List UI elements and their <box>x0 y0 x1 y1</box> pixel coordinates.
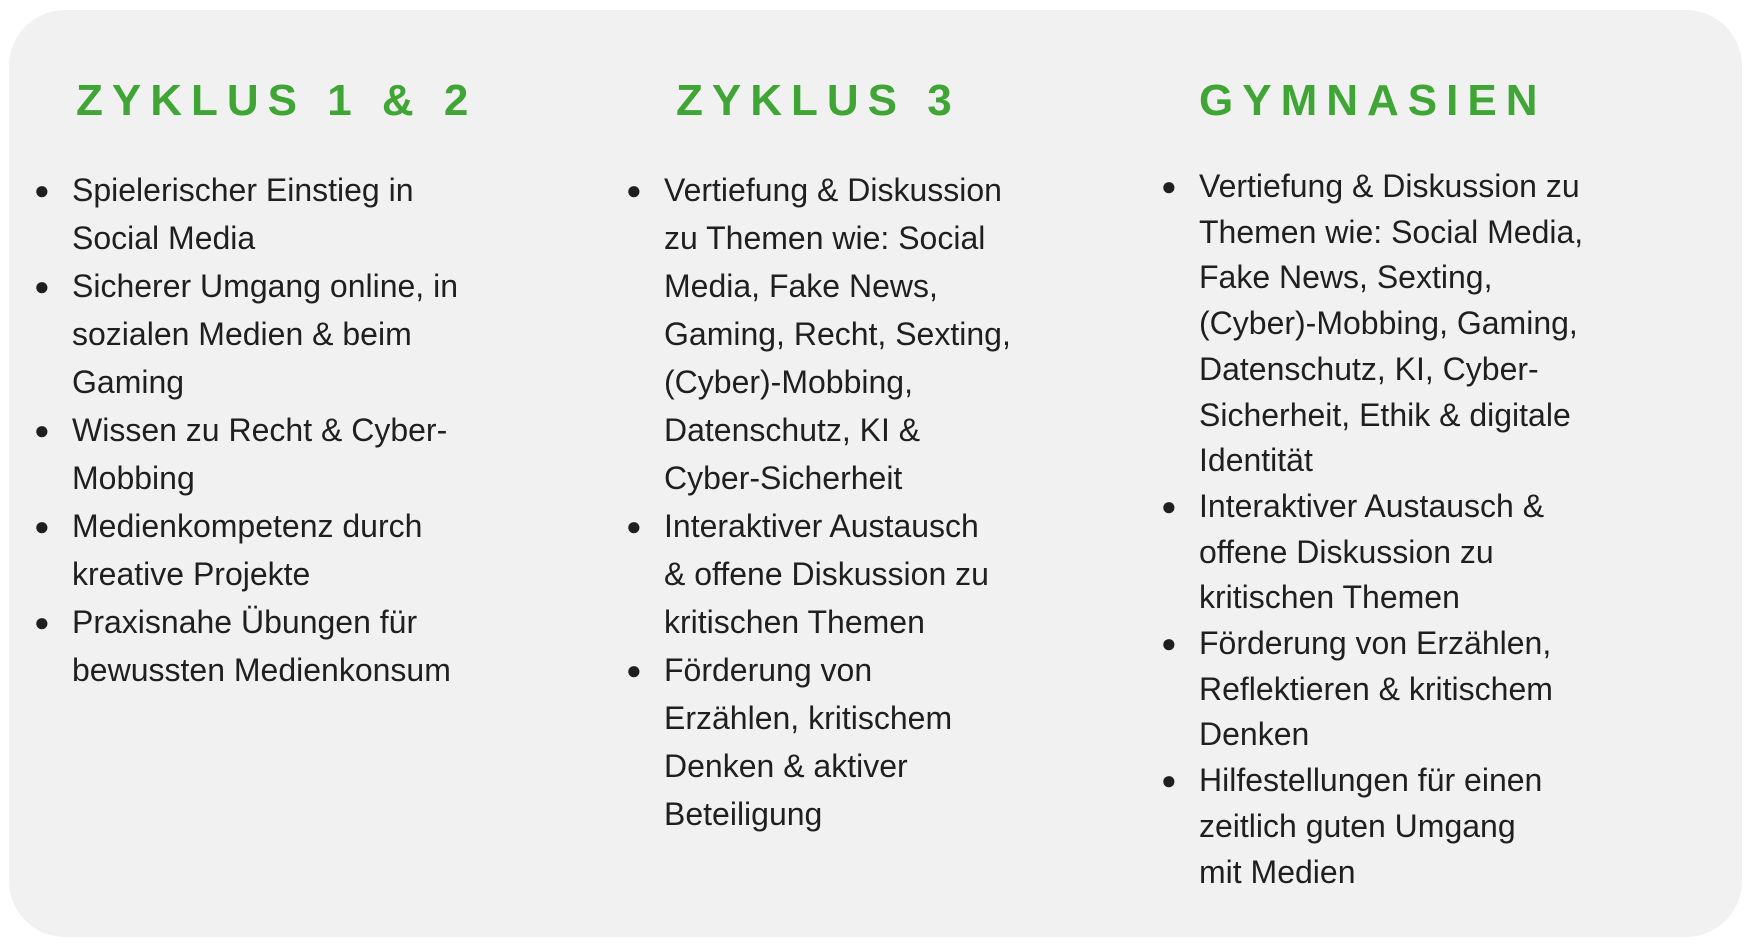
list-item: ● Vertiefung & Diskussion zu Themen wie: S… <box>626 166 1011 502</box>
list-item: ● Vertiefung & Diskussion zu Themen wie: S… <box>1161 164 1584 484</box>
list-item: ● Interaktiver Austausch & offene Diskussi… <box>626 502 1011 646</box>
list-item-line: Denken & aktiver <box>664 748 908 784</box>
list-item-line: Fake News, Sexting, <box>1199 259 1493 296</box>
bullet-icon: ● <box>1161 171 1177 201</box>
list-item-line: (Cyber)-Mobbing, <box>664 364 913 400</box>
bullet-icon: ● <box>626 655 642 685</box>
list-item-line: Förderung von Erzählen, <box>1199 625 1552 662</box>
list-item-line: kritischen Themen <box>1199 579 1460 616</box>
list-item-line: Förderung von <box>664 652 873 688</box>
list-item: ● Förderung von Erzählen, Reflektieren & k… <box>1161 621 1583 758</box>
bullet-icon: ● <box>34 175 50 205</box>
list-item-line: bewussten Medienkonsum <box>72 652 451 688</box>
list-item-line: Identität <box>1199 442 1313 479</box>
bullet-icon: ● <box>34 511 50 541</box>
list-item-line: Gaming <box>72 364 185 400</box>
list-item-line: Medienkompetenz durch <box>72 508 423 544</box>
list-item: ● Wissen zu Recht & Cyber- Mobbing <box>34 406 458 502</box>
list-item-line: Reflektieren & kritischem <box>1199 670 1553 707</box>
list-item-line: Cyber-Sicherheit <box>664 460 903 496</box>
list-item-line: Spielerischer Einstieg in <box>72 172 414 208</box>
list-item: ● Förderung von Erzählen, kritischem Denken… <box>626 646 1011 838</box>
bullet-icon: ● <box>34 607 50 637</box>
list-item-line: mit Medien <box>1199 853 1356 890</box>
list-item: ● Sicherer Umgang online, in sozialen Medi… <box>34 262 458 406</box>
bullet-list: ● Vertiefung & Diskussion zu Themen wie: S… <box>1161 164 1584 895</box>
bullet-list: ● Vertiefung & Diskussion zu Themen wie: S… <box>626 166 1011 838</box>
bullet-icon: ● <box>34 415 50 445</box>
list-item-line: Datenschutz, KI, Cyber- <box>1199 350 1539 387</box>
list-item-line: & offene Diskussion zu <box>664 556 989 592</box>
list-item: ● Interaktiver Austausch & offene Diskussi… <box>1161 484 1583 621</box>
bullet-list: ● Spielerischer Einstieg in Social Media ● S… <box>34 166 458 694</box>
list-item-line: Interaktiver Austausch & <box>1199 487 1545 524</box>
bullet-icon: ● <box>1161 628 1177 659</box>
list-item-line: Praxisnahe Übungen für <box>72 604 418 640</box>
list-item-line: kritischen Themen <box>664 604 925 640</box>
bullet-icon: ● <box>1161 490 1177 521</box>
list-item-line: Erzählen, kritischem <box>664 700 953 736</box>
list-item-line: Media, Fake News, <box>664 268 938 304</box>
list-item: ● Medienkompetenz durch kreative Projekte <box>34 502 458 598</box>
column-heading: GYMNASIEN <box>1199 76 1547 125</box>
list-item-line: Interaktiver Austausch <box>664 508 979 544</box>
list-item-line: Beteiligung <box>664 796 823 832</box>
list-item: ● Hilfestellungen für einen zeitlich guten… <box>1161 758 1583 895</box>
list-item-line: Sicherer Umgang online, in <box>72 268 458 304</box>
content-panel <box>9 10 1742 937</box>
column-heading: ZYKLUS 3 <box>676 76 961 125</box>
list-item-line: Themen wie: Social Media, <box>1199 213 1584 250</box>
list-item-line: Datenschutz, KI & <box>664 412 921 448</box>
list-item: ● Praxisnahe Übungen für bewussten Medienk… <box>34 598 458 694</box>
list-item-line: Wissen zu Recht & Cyber- <box>72 412 448 448</box>
list-item-line: Sicherheit, Ethik & digitale <box>1199 396 1571 433</box>
list-item-line: offene Diskussion zu <box>1199 533 1494 570</box>
list-item-line: kreative Projekte <box>72 556 311 592</box>
list-item-line: Hilfestellungen für einen <box>1199 762 1543 799</box>
column-heading: ZYKLUS 1 & 2 <box>76 76 478 125</box>
bullet-icon: ● <box>34 271 50 301</box>
list-item: ● Spielerischer Einstieg in Social Media <box>34 166 458 262</box>
list-item-line: Mobbing <box>72 460 195 496</box>
list-item-line: Denken <box>1199 716 1310 753</box>
list-item-line: Gaming, Recht, Sexting, <box>664 316 1011 352</box>
list-item-line: (Cyber)-Mobbing, Gaming, <box>1199 305 1578 342</box>
bullet-icon: ● <box>1161 765 1177 796</box>
list-item-line: Vertiefung & Diskussion <box>664 172 1002 208</box>
list-item-line: zu Themen wie: Social <box>664 220 986 256</box>
list-item-line: Vertiefung & Diskussion zu <box>1199 168 1580 204</box>
list-item-line: Social Media <box>72 220 256 256</box>
bullet-icon: ● <box>626 175 642 205</box>
list-item-line: sozialen Medien & beim <box>72 316 412 352</box>
bullet-icon: ● <box>626 511 642 541</box>
list-item-line: zeitlich guten Umgang <box>1199 807 1516 844</box>
